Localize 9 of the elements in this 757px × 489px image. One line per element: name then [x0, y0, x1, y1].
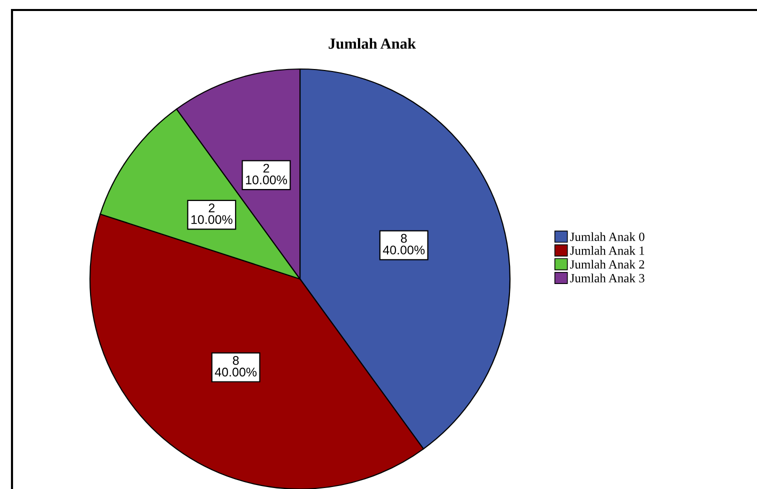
legend-label: Jumlah Anak 0	[570, 232, 644, 242]
legend-label: Jumlah Anak 3	[570, 274, 644, 282]
data-label: 2 10.00%	[191, 203, 232, 224]
chart-title: Jumlah Anak	[328, 38, 416, 49]
data-label: 8 40.00%	[382, 234, 425, 254]
legend-label: Jumlah Anak 2	[570, 260, 644, 269]
data-label: 2 10.00%	[246, 164, 288, 184]
data-label: 8 40.00%	[214, 356, 257, 377]
legend-label: Jumlah Anak 1	[570, 246, 644, 255]
